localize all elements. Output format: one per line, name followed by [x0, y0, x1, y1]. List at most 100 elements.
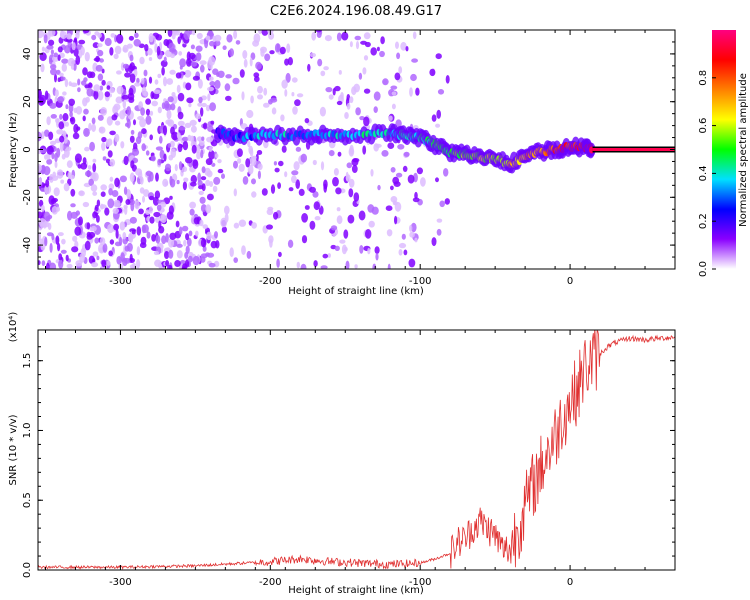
- noise-mark: [410, 73, 417, 82]
- noise-mark: [221, 226, 227, 233]
- noise-mark: [100, 203, 104, 210]
- noise-mark: [73, 123, 79, 134]
- noise-mark: [157, 73, 162, 79]
- noise-mark: [396, 52, 401, 60]
- noise-mark: [233, 257, 238, 263]
- noise-mark: [112, 207, 120, 214]
- noise-mark: [176, 179, 180, 185]
- noise-mark: [54, 89, 59, 97]
- noise-mark: [110, 33, 116, 38]
- noise-mark: [176, 250, 183, 259]
- noise-mark: [387, 142, 395, 149]
- noise-mark: [91, 262, 99, 268]
- noise-mark: [249, 57, 253, 67]
- noise-mark: [127, 233, 132, 242]
- noise-mark: [247, 140, 251, 148]
- noise-mark: [178, 126, 186, 131]
- noise-mark: [114, 120, 121, 126]
- noise-mark: [257, 163, 263, 171]
- snr-scale-note: (x10⁴): [8, 312, 19, 343]
- noise-mark: [130, 129, 135, 135]
- noise-mark: [296, 93, 304, 98]
- noise-mark: [111, 114, 118, 121]
- noise-mark: [435, 53, 442, 60]
- noise-mark: [62, 113, 69, 122]
- noise-mark: [64, 78, 69, 88]
- noise-mark: [429, 68, 436, 77]
- noise-mark: [393, 181, 401, 188]
- noise-mark: [177, 143, 183, 153]
- noise-mark: [102, 156, 107, 161]
- x-tick-label: -100: [409, 276, 432, 287]
- noise-mark: [362, 145, 367, 155]
- noise-mark: [436, 109, 442, 119]
- noise-mark: [414, 191, 418, 200]
- noise-mark: [225, 74, 232, 79]
- noise-mark: [58, 232, 64, 237]
- figure-title: C2E6.2024.196.08.49.G17: [270, 4, 442, 19]
- noise-mark: [123, 186, 128, 195]
- noise-mark: [65, 121, 69, 127]
- noise-mark: [61, 58, 69, 64]
- noise-mark: [398, 242, 407, 249]
- noise-mark: [149, 110, 154, 116]
- noise-mark: [345, 171, 349, 182]
- noise-mark: [60, 76, 66, 81]
- noise-mark: [113, 103, 121, 111]
- noise-mark: [313, 260, 318, 267]
- noise-mark: [164, 163, 172, 172]
- noise-mark: [178, 51, 183, 56]
- noise-mark: [101, 259, 107, 268]
- noise-mark: [41, 46, 46, 52]
- noise-mark: [217, 168, 224, 174]
- noise-mark: [411, 58, 418, 63]
- noise-mark: [68, 98, 75, 107]
- noise-mark: [304, 118, 310, 124]
- noise-mark: [101, 136, 107, 143]
- noise-mark: [170, 53, 175, 59]
- noise-mark: [322, 253, 329, 259]
- noise-mark: [373, 143, 380, 152]
- noise-mark: [177, 120, 185, 127]
- noise-mark: [368, 220, 375, 228]
- noise-mark: [129, 62, 135, 72]
- noise-mark: [408, 258, 416, 268]
- noise-mark: [222, 45, 227, 50]
- noise-mark: [97, 49, 104, 57]
- noise-mark: [165, 103, 170, 109]
- noise-mark: [91, 34, 97, 41]
- noise-mark: [184, 69, 192, 78]
- noise-mark: [224, 213, 229, 223]
- noise-mark: [221, 173, 225, 179]
- noise-mark: [107, 198, 115, 209]
- snr-xlabel: Height of straight line (km): [288, 585, 424, 596]
- noise-mark: [314, 216, 321, 221]
- noise-mark: [320, 70, 326, 77]
- noise-mark: [49, 173, 54, 183]
- heatmap-xlabel: Height of straight line (km): [288, 286, 424, 297]
- noise-mark: [445, 75, 450, 84]
- noise-mark: [191, 144, 197, 154]
- noise-mark: [135, 168, 143, 176]
- noise-mark: [291, 92, 295, 97]
- noise-mark: [66, 263, 73, 269]
- noise-mark: [139, 176, 144, 185]
- noise-mark: [208, 262, 216, 268]
- noise-mark: [251, 155, 257, 160]
- noise-mark: [409, 87, 413, 97]
- noise-mark: [176, 243, 183, 248]
- noise-mark: [106, 85, 111, 90]
- noise-mark: [367, 204, 375, 213]
- noise-mark: [101, 68, 105, 74]
- noise-mark: [327, 253, 331, 258]
- noise-mark: [96, 199, 101, 207]
- noise-mark: [148, 57, 153, 61]
- noise-mark: [92, 158, 97, 163]
- noise-mark: [246, 250, 252, 259]
- noise-mark: [122, 232, 127, 240]
- noise-mark: [226, 34, 233, 43]
- noise-mark: [200, 149, 204, 159]
- noise-mark: [394, 72, 401, 81]
- noise-mark: [200, 238, 207, 248]
- noise-mark: [412, 197, 420, 203]
